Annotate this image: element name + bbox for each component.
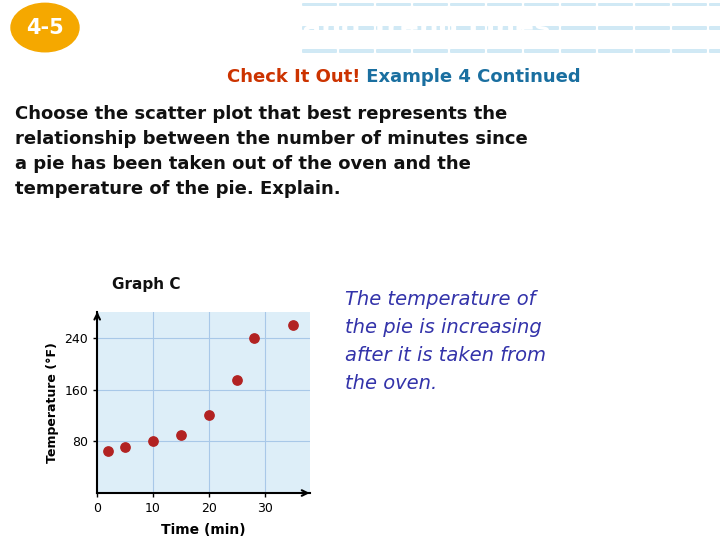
FancyBboxPatch shape: [302, 49, 336, 52]
FancyBboxPatch shape: [562, 3, 595, 5]
FancyBboxPatch shape: [709, 49, 720, 52]
FancyBboxPatch shape: [598, 49, 632, 52]
FancyBboxPatch shape: [672, 26, 706, 29]
FancyBboxPatch shape: [339, 26, 373, 29]
FancyBboxPatch shape: [709, 26, 720, 29]
FancyBboxPatch shape: [598, 26, 632, 29]
FancyBboxPatch shape: [672, 3, 706, 5]
FancyBboxPatch shape: [672, 49, 706, 52]
Point: [248, 334, 259, 342]
FancyBboxPatch shape: [524, 49, 558, 52]
Text: Check It Out!: Check It Out!: [227, 68, 360, 86]
X-axis label: Time (min): Time (min): [161, 523, 246, 537]
Text: Copyright © by Holt McDougal. All Rights Reserved.: Copyright © by Holt McDougal. All Rights…: [454, 518, 708, 528]
FancyBboxPatch shape: [377, 26, 410, 29]
Point: [203, 411, 215, 420]
Point: [231, 376, 243, 384]
Text: Choose the scatter plot that best represents the
relationship between the number: Choose the scatter plot that best repres…: [15, 105, 528, 198]
FancyBboxPatch shape: [339, 3, 373, 5]
Text: Graph C: Graph C: [112, 277, 181, 292]
Ellipse shape: [11, 3, 79, 52]
FancyBboxPatch shape: [635, 26, 669, 29]
FancyBboxPatch shape: [524, 3, 558, 5]
FancyBboxPatch shape: [487, 3, 521, 5]
Text: Holt Mc.Dougal Algebra 1: Holt Mc.Dougal Algebra 1: [12, 516, 230, 531]
FancyBboxPatch shape: [377, 3, 410, 5]
FancyBboxPatch shape: [450, 49, 484, 52]
Text: The temperature of
the pie is increasing
after it is taken from
the oven.: The temperature of the pie is increasing…: [345, 290, 546, 393]
Point: [148, 437, 159, 445]
Text: Example 4 Continued: Example 4 Continued: [360, 68, 580, 86]
FancyBboxPatch shape: [413, 49, 447, 52]
FancyBboxPatch shape: [413, 26, 447, 29]
Text: Scatter Plots and Trend Lines: Scatter Plots and Trend Lines: [90, 14, 551, 42]
Text: 4-5: 4-5: [26, 17, 64, 38]
Point: [103, 447, 114, 455]
FancyBboxPatch shape: [487, 26, 521, 29]
FancyBboxPatch shape: [562, 26, 595, 29]
FancyBboxPatch shape: [413, 3, 447, 5]
FancyBboxPatch shape: [302, 26, 336, 29]
Point: [120, 442, 131, 451]
FancyBboxPatch shape: [635, 3, 669, 5]
FancyBboxPatch shape: [302, 3, 336, 5]
Point: [287, 321, 299, 329]
FancyBboxPatch shape: [709, 3, 720, 5]
FancyBboxPatch shape: [635, 49, 669, 52]
FancyBboxPatch shape: [377, 49, 410, 52]
Y-axis label: Temperature (°F): Temperature (°F): [46, 342, 59, 463]
Point: [175, 430, 186, 439]
FancyBboxPatch shape: [339, 49, 373, 52]
FancyBboxPatch shape: [598, 3, 632, 5]
FancyBboxPatch shape: [562, 49, 595, 52]
FancyBboxPatch shape: [450, 26, 484, 29]
FancyBboxPatch shape: [524, 26, 558, 29]
FancyBboxPatch shape: [487, 49, 521, 52]
FancyBboxPatch shape: [450, 3, 484, 5]
